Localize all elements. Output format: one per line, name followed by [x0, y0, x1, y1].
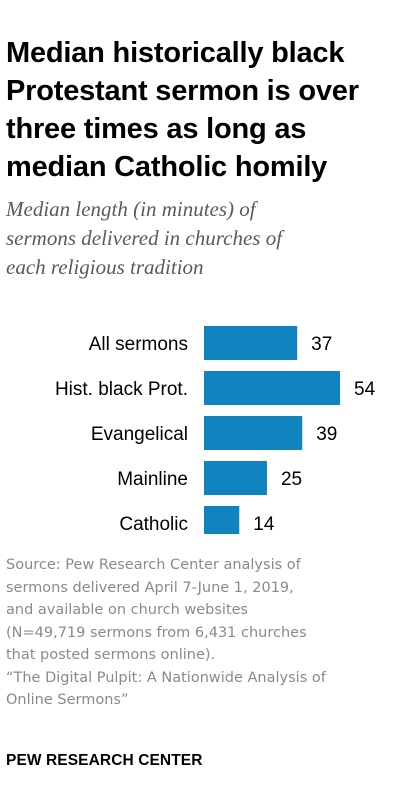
category-label: All sermons — [89, 334, 188, 355]
subtitle-line: each religious tradition — [6, 255, 204, 279]
source-line: and available on church websites — [6, 602, 249, 618]
value-label: 14 — [253, 514, 275, 534]
chart-title: Median historically black Protestant ser… — [6, 34, 394, 186]
category-label: Evangelical — [91, 424, 188, 445]
title-line: Median historically black — [6, 37, 345, 69]
category-label: Mainline — [117, 469, 188, 490]
title-line: Protestant sermon is over — [6, 75, 359, 107]
report-title-line: Online Sermons” — [6, 692, 129, 708]
category-label: Catholic — [119, 514, 188, 534]
source-line: Source: Pew Research Center analysis of — [6, 557, 301, 573]
bar — [204, 326, 298, 360]
bar-chart: All sermons 37 Hist. black Prot. 54 Evangeli… — [0, 322, 400, 534]
category-label: Hist. black Prot. — [55, 379, 188, 400]
value-label: 39 — [316, 424, 337, 445]
title-line: median Catholic homily — [6, 151, 328, 183]
source-line: (N=49,719 sermons from 6,431 churches — [6, 624, 307, 641]
report-title-line: “The Digital Pulpit: A Nationwide Analys… — [6, 669, 326, 686]
bar-chart-svg: All sermons 37 Hist. black Prot. 54 Evangeli… — [55, 326, 376, 534]
pew-research-center-logo: PEW RESEARCH CENTER — [6, 752, 203, 769]
source-line: that posted sermons online). — [6, 647, 216, 663]
subtitle-line: Median length (in minutes) of — [6, 197, 256, 221]
title-line: three times as long as — [6, 113, 307, 145]
subtitle-line: sermons delivered in churches of — [6, 226, 283, 250]
value-label: 25 — [281, 469, 302, 490]
bar — [204, 506, 240, 534]
source-note: Source: Pew Research Center analysis of … — [6, 554, 398, 712]
chart-subtitle: Median length (in minutes) of sermons de… — [6, 195, 394, 282]
bar — [204, 461, 267, 495]
bar — [204, 416, 303, 450]
source-line: sermons delivered April 7-June 1, 2019, — [6, 579, 294, 596]
value-label: 37 — [311, 334, 332, 355]
bar — [204, 371, 340, 405]
value-label: 54 — [354, 379, 376, 400]
